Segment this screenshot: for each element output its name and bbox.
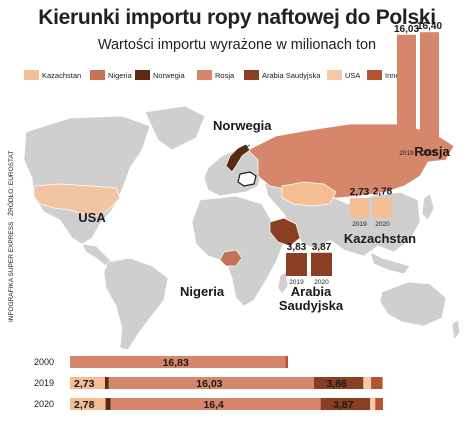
legend-label-kazachstan: Kazachstan <box>42 71 81 80</box>
callout-value-kazachstan-2020: 2,78 <box>373 187 393 198</box>
legend-swatch-usa <box>327 70 342 80</box>
bar-value-2019-kazachstan: 2,73 <box>74 378 95 390</box>
bar-value-2019-arabia-saudyjska: 3,86 <box>326 378 347 390</box>
callout-value-rosja-2019: 16,03 <box>394 24 419 35</box>
bar-year-label-2020: 2020 <box>34 399 54 409</box>
callout-bar-rosja-2019 <box>397 34 416 147</box>
legend-swatch-nigeria <box>90 70 105 80</box>
map-nigeria <box>219 249 243 267</box>
map-madagascar <box>277 271 289 295</box>
map-label-norwegia: Norwegia <box>213 118 272 133</box>
norway-callout-line <box>239 144 251 151</box>
callout-year-kazachstan-2019: 2019 <box>352 221 367 228</box>
bar-value-2000-rosja: 16,83 <box>163 357 189 369</box>
map-poland <box>237 171 257 187</box>
bar-segment-2019-rosja <box>108 377 314 389</box>
callout-value-arabia-saudyjska-2019: 3,83 <box>287 242 307 253</box>
bar-value-2019-rosja: 16,03 <box>196 378 222 390</box>
callout-label-kazachstan: Kazachstan <box>344 231 416 246</box>
legend-label-arabia-saudyjska: Arabia Saudyjska <box>262 71 321 80</box>
legend-label-inne: Inne <box>385 71 400 80</box>
bar-segment-2019-inne <box>371 377 383 389</box>
callout-value-rosja-2020: 16,40 <box>417 21 442 32</box>
callout-bar-kazachstan-2019 <box>350 198 369 218</box>
bar-segment-2000-rosja <box>70 356 286 368</box>
bar-value-2020-kazachstan: 2,78 <box>74 399 95 411</box>
bar-year-label-2019: 2019 <box>34 378 54 388</box>
map-south-america <box>103 257 169 351</box>
callout-bar-kazachstan-2020 <box>373 197 392 218</box>
map-label-nigeria: Nigeria <box>180 284 225 299</box>
callout-year-kazachstan-2020: 2020 <box>375 221 390 228</box>
legend-label-rosja: Rosja <box>215 71 235 80</box>
map-saudi-arabia <box>269 217 301 247</box>
callout-year-arabia-saudyjska-2020: 2020 <box>314 279 329 286</box>
bar-segment-2000-inne <box>285 356 288 368</box>
legend-swatch-norwegia <box>135 70 150 80</box>
callout-bar-arabia-saudyjska-2020 <box>311 252 332 276</box>
chart-title: Kierunki importu ropy naftowej do Polski <box>38 6 436 29</box>
bar-value-2020-arabia-saudyjska: 3,87 <box>333 399 354 411</box>
legend: Kazachstan Nigeria Norwegia Rosja Arabia Sau… <box>24 70 400 80</box>
callout-label-rosja: Rosja <box>414 144 450 159</box>
callout-label-arabia-saudyjska-line-1: Arabia <box>291 284 332 299</box>
callout-bar-arabia-saudyjska-2019 <box>286 253 307 276</box>
map-new-zealand <box>451 319 461 341</box>
legend-swatch-kazachstan <box>24 70 39 80</box>
bar-segment-2020-arabia-saudyjska <box>320 398 371 410</box>
bar-segment-2019-norwegia <box>104 377 109 389</box>
map-southeast-asia <box>369 251 411 275</box>
chart-subtitle: Wartości importu wyrażone w milionach to… <box>97 37 377 53</box>
callout-value-arabia-saudyjska-2020: 3,87 <box>312 242 332 253</box>
bar-year-label-2000: 2000 <box>34 357 54 367</box>
source-note: INFOGRAFIKA SUPER EXPRESS · ŹRÓDŁO: EURO… <box>6 151 15 322</box>
map-kazakhstan <box>281 181 337 207</box>
callout-label-arabia-saudyjska-line-2: Saudyjska <box>279 298 344 313</box>
bar-segment-2020-rosja <box>110 398 321 410</box>
bar-segment-2020-kazachstan <box>70 398 106 410</box>
map-callouts: 16,03201916,402020Rosja2,7320192,782020K… <box>279 21 451 313</box>
bar-segment-2020-inne <box>375 398 383 410</box>
bar-segment-2020-norwegia <box>105 398 111 410</box>
map-africa <box>191 195 285 307</box>
callout-value-kazachstan-2019: 2,73 <box>350 187 370 198</box>
map-usa <box>33 183 121 217</box>
legend-swatch-inne <box>367 70 382 80</box>
map-label-usa: USA <box>78 210 106 225</box>
legend-swatch-rosja <box>197 70 212 80</box>
bar-value-2020-rosja: 16,4 <box>203 399 224 411</box>
legend-swatch-arabia-saudyjska <box>244 70 259 80</box>
bar-segment-2019-usa <box>363 377 372 389</box>
legend-label-nigeria: Nigeria <box>108 71 133 80</box>
map-norway <box>225 143 251 173</box>
callout-year-rosja-2019: 2019 <box>399 150 414 157</box>
bar-segment-2019-kazachstan <box>70 377 105 389</box>
map-greenland <box>144 105 206 151</box>
legend-label-usa: USA <box>345 71 360 80</box>
map-japan <box>421 193 435 221</box>
world-map <box>23 105 461 351</box>
callout-bar-rosja-2020 <box>420 32 439 148</box>
map-australia <box>379 281 447 327</box>
callout-year-rosja-2020: 2020 <box>422 150 437 157</box>
bar-segment-2019-arabia-saudyjska <box>313 377 364 389</box>
legend-label-norwegia: Norwegia <box>153 71 186 80</box>
stacked-bars: 2000 16,83 2019 2,73 16,03 3,86 2020 2,78 16,4 3,… <box>34 356 383 411</box>
callout-year-arabia-saudyjska-2019: 2019 <box>289 279 304 286</box>
bar-segment-2020-usa <box>370 398 376 410</box>
